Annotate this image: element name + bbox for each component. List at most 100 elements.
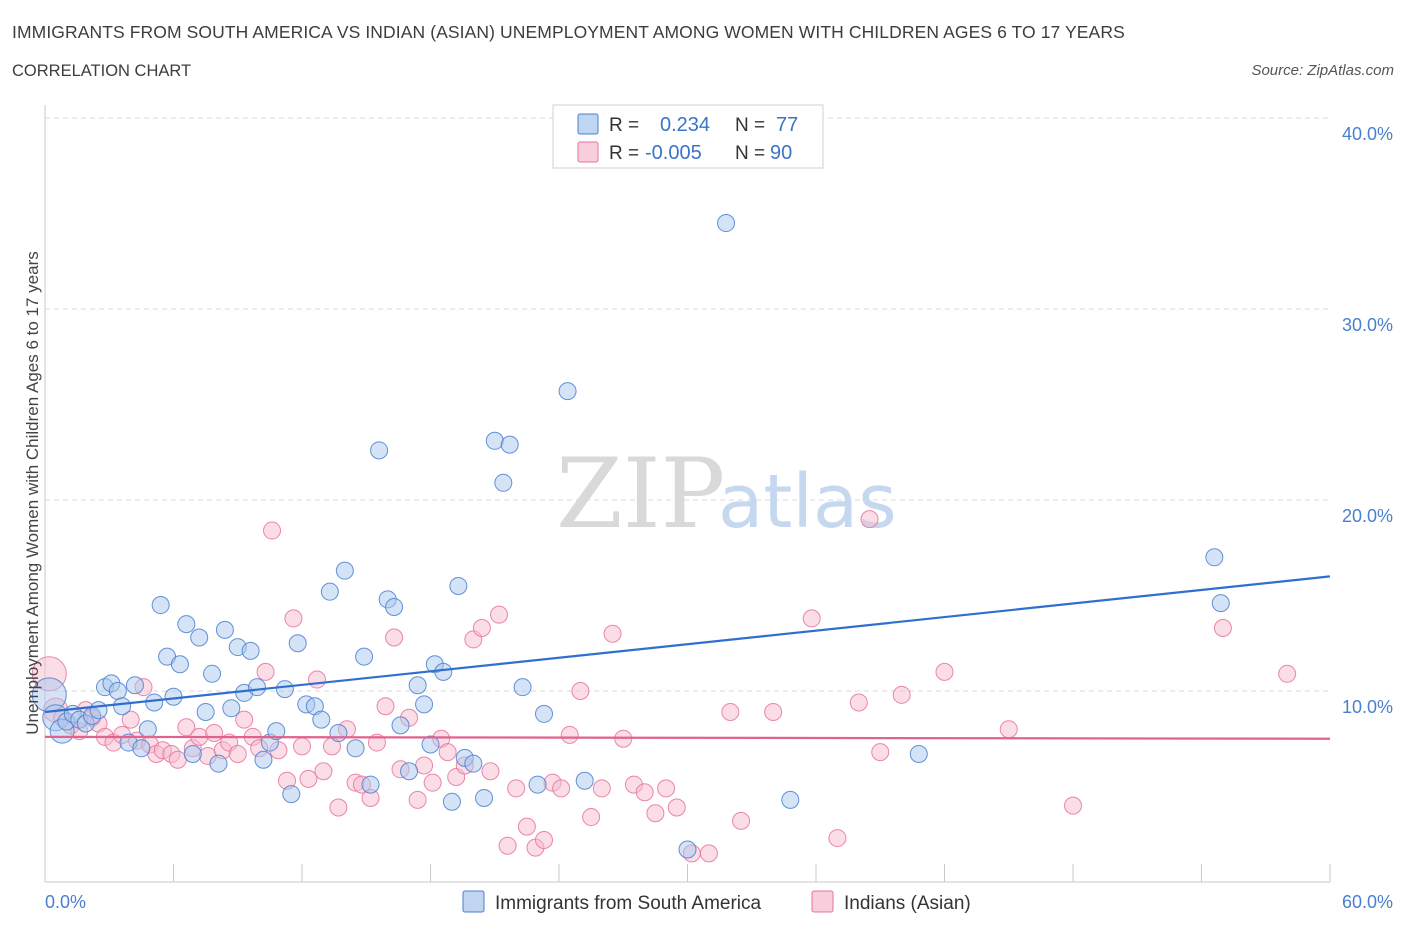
legend-r-value: -0.005 <box>645 142 702 164</box>
data-point <box>802 609 821 628</box>
x-tick-label: 60.0% <box>1342 892 1393 912</box>
series-legend-label: Immigrants from South America <box>495 893 762 914</box>
data-point <box>935 662 954 681</box>
data-point <box>299 769 318 788</box>
data-point <box>909 745 928 764</box>
data-point <box>498 836 517 855</box>
data-point <box>635 783 654 802</box>
data-point <box>385 597 404 616</box>
chart-title: IMMIGRANTS FROM SOUTH AMERICA VS INDIAN … <box>12 22 1125 42</box>
series-indians-asian-points <box>31 510 1297 863</box>
data-point <box>678 840 697 859</box>
data-point <box>329 724 348 743</box>
data-point <box>560 725 579 744</box>
data-point <box>1211 594 1230 613</box>
data-point <box>464 754 483 773</box>
data-point <box>494 473 513 492</box>
data-point <box>1213 618 1232 637</box>
data-point <box>699 844 718 863</box>
chart-subtitle: CORRELATION CHART <box>12 62 192 80</box>
data-point <box>582 808 601 827</box>
legend-n-value: 90 <box>770 142 792 164</box>
data-point <box>721 703 740 722</box>
data-point <box>423 773 442 792</box>
data-point <box>1205 548 1224 567</box>
data-point <box>472 618 491 637</box>
data-point <box>263 521 282 540</box>
data-point <box>475 788 494 807</box>
data-point <box>500 435 519 454</box>
data-point <box>1064 796 1082 815</box>
data-point <box>320 582 339 601</box>
legend-n-label: N = <box>735 115 765 136</box>
data-point <box>490 605 509 624</box>
data-point <box>282 785 301 804</box>
data-point <box>558 382 577 401</box>
data-point <box>507 779 526 798</box>
watermark-zip: ZIP <box>556 438 725 550</box>
watermark: ZIP atlas <box>556 438 897 550</box>
data-point <box>535 704 554 723</box>
correlation-legend: R = 0.234 N = 77 R = -0.005 N = 90 <box>552 104 824 169</box>
trend-lines <box>44 575 1331 740</box>
y-tick-label: 30.0% <box>1342 315 1393 335</box>
series-legend-swatch-pink <box>811 890 834 913</box>
data-point <box>121 710 140 729</box>
legend-n-label: N = <box>735 143 765 164</box>
y-tick-label: 40.0% <box>1342 124 1393 144</box>
data-point <box>177 615 196 634</box>
data-point <box>215 620 234 639</box>
data-point <box>415 695 434 714</box>
data-point <box>999 720 1018 739</box>
legend-swatch-blue <box>577 113 599 135</box>
data-point <box>528 775 547 794</box>
data-point <box>138 720 157 739</box>
data-point <box>376 697 395 716</box>
data-point <box>592 779 611 798</box>
data-point <box>732 811 751 830</box>
data-point <box>355 647 374 666</box>
data-point <box>346 739 365 758</box>
data-point <box>552 779 571 798</box>
data-point <box>535 830 554 849</box>
data-point <box>248 678 267 697</box>
data-point <box>168 750 187 769</box>
data-point <box>170 655 189 674</box>
data-point <box>1278 664 1297 683</box>
data-point <box>205 724 224 743</box>
data-point <box>177 718 196 737</box>
data-point <box>781 790 800 809</box>
data-point <box>284 609 303 628</box>
data-point <box>254 750 273 769</box>
data-point <box>391 716 410 735</box>
data-point <box>307 670 326 689</box>
data-point <box>203 664 222 683</box>
data-point <box>449 576 468 595</box>
series-legend: Immigrants from South America Indians (A… <box>462 890 971 914</box>
data-point <box>108 682 127 700</box>
legend-r-label: R = <box>609 115 639 136</box>
data-point <box>125 676 144 695</box>
data-point <box>717 214 736 233</box>
data-point <box>196 703 215 722</box>
data-point <box>113 697 132 716</box>
data-point <box>485 431 504 450</box>
data-point <box>667 798 686 817</box>
data-point <box>646 804 665 823</box>
data-point <box>575 771 594 790</box>
data-point <box>871 743 890 762</box>
data-point <box>481 762 500 781</box>
data-point <box>408 790 427 809</box>
watermark-atlas: atlas <box>718 459 897 545</box>
legend-r-label: R = <box>609 143 639 164</box>
data-point <box>513 678 532 697</box>
data-point <box>517 817 536 836</box>
data-point <box>293 737 311 756</box>
data-point <box>335 561 354 580</box>
legend-swatch-pink <box>577 141 599 163</box>
data-point <box>764 703 783 722</box>
data-point <box>183 745 202 764</box>
data-point <box>361 775 380 794</box>
y-tick-label: 20.0% <box>1342 506 1393 526</box>
